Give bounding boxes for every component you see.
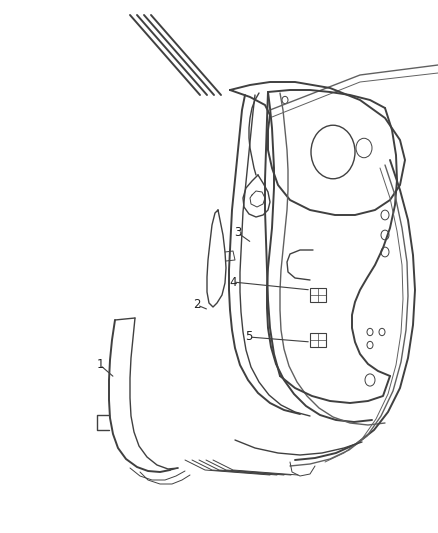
- Text: 5: 5: [245, 330, 253, 343]
- Bar: [310, 333, 326, 347]
- Bar: [310, 288, 326, 302]
- Text: 3: 3: [234, 227, 242, 239]
- Text: 4: 4: [229, 276, 237, 288]
- Text: 1: 1: [96, 359, 104, 372]
- Text: 2: 2: [193, 298, 201, 311]
